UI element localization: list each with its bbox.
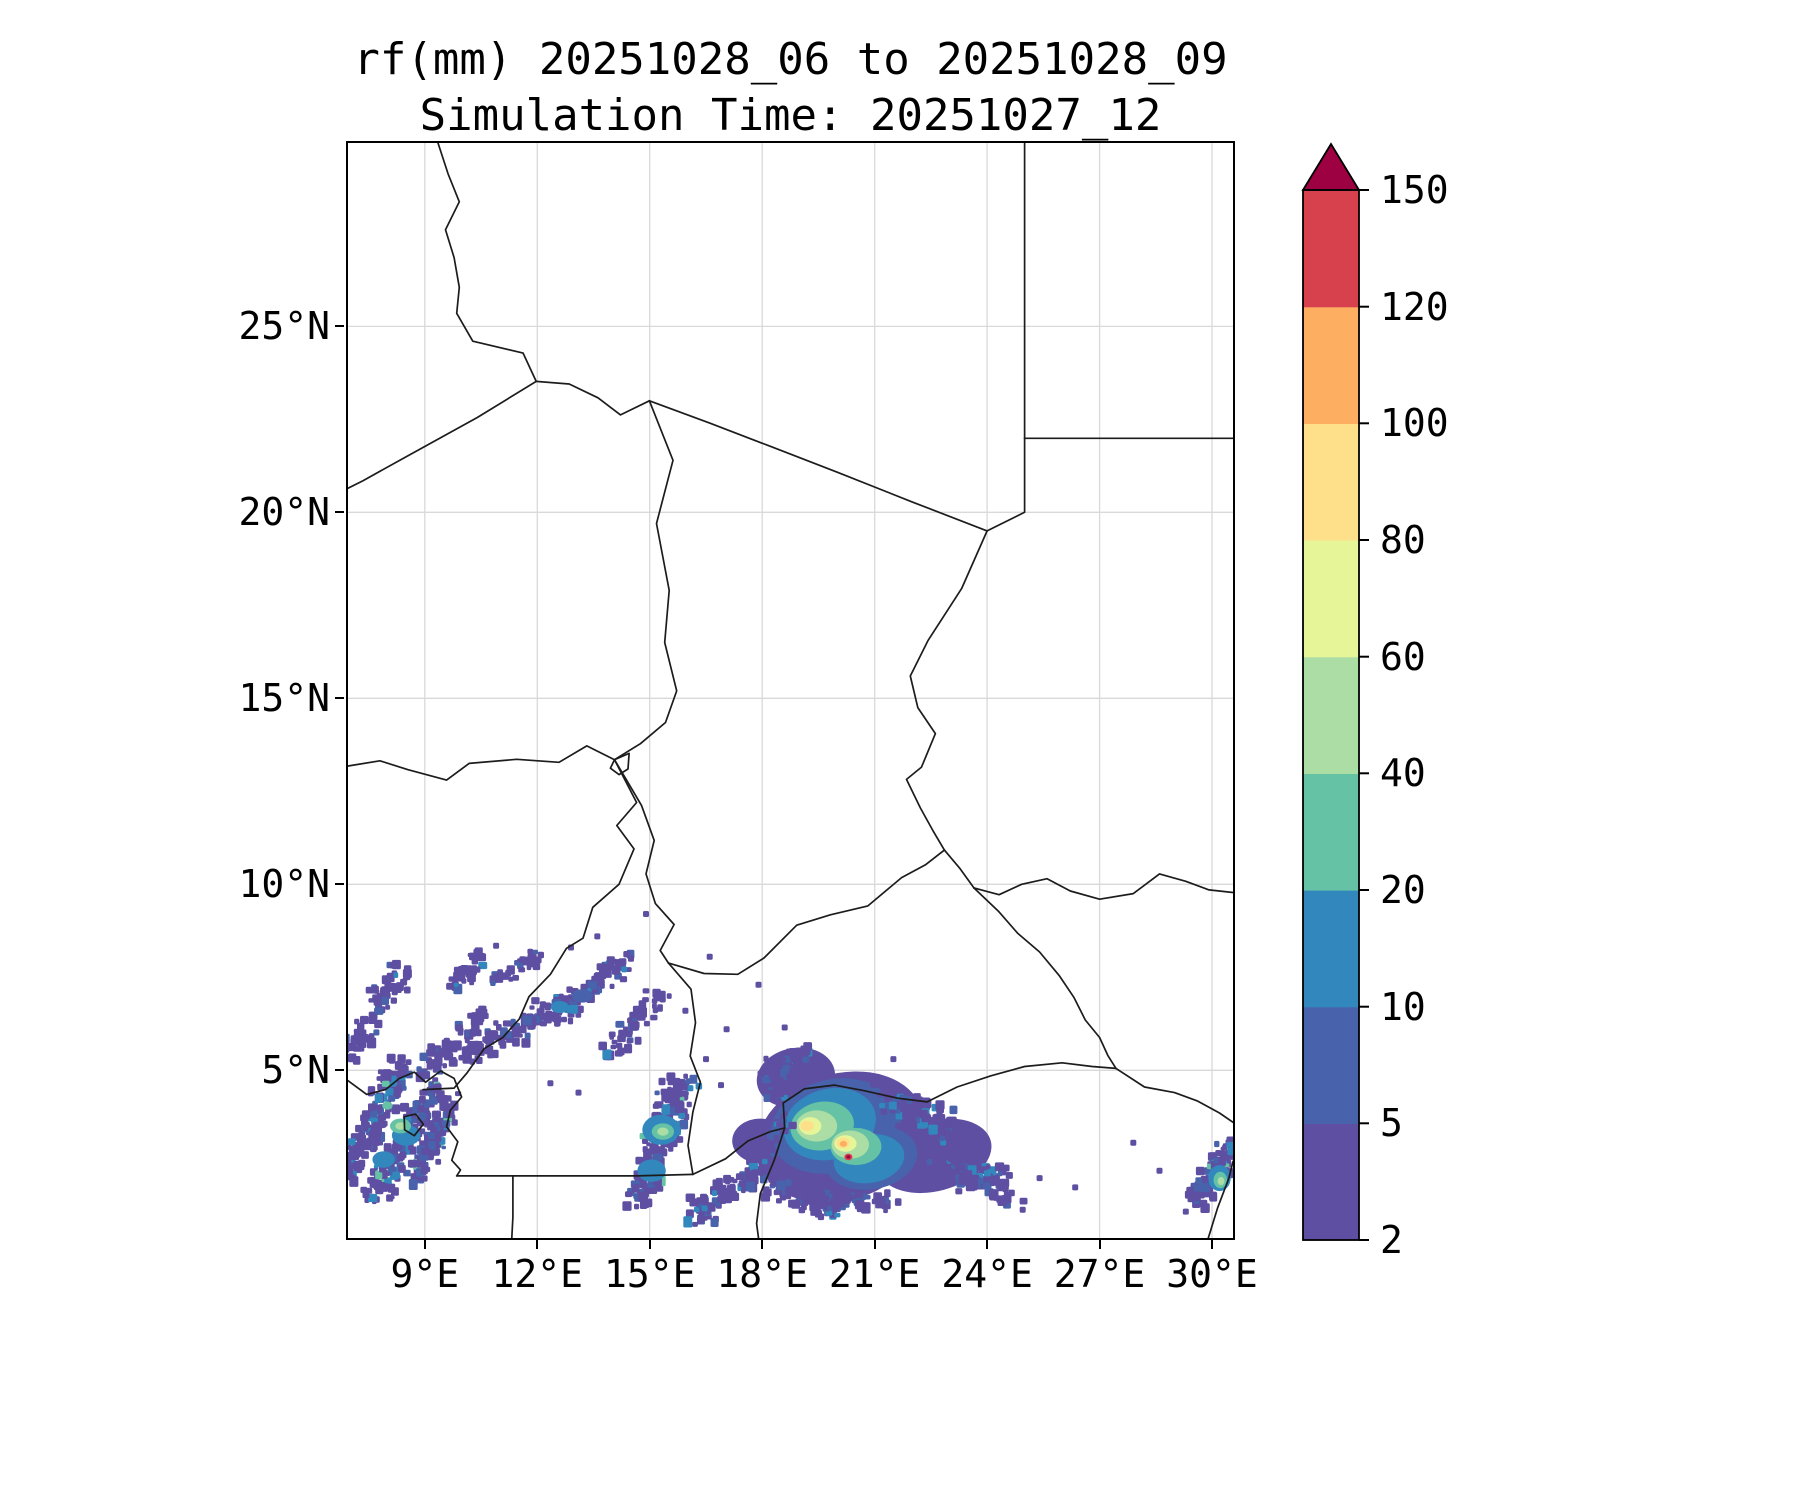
border-ss_cd [1115, 1067, 1233, 1124]
colorbar-segment [1303, 1123, 1359, 1241]
border-ng_cm [422, 758, 638, 1091]
border-cf_cd_e [782, 1061, 1117, 1129]
colorbar-tick-label: 100 [1380, 401, 1449, 446]
x-tick-mark [986, 1240, 989, 1249]
y-tick-label: 5°N [261, 1048, 330, 1093]
x-tick-label: 12°E [491, 1252, 584, 1296]
border-sd_ss [973, 873, 1233, 901]
y-tick-label: 15°N [238, 676, 330, 721]
colorbar-outline [1302, 189, 1360, 1241]
border-td_cm [613, 758, 675, 964]
y-tick-mark [335, 325, 344, 328]
border-ug_cd [1207, 1160, 1233, 1238]
x-tick-label: 27°E [1053, 1252, 1146, 1296]
colorbar-segment [1303, 773, 1359, 891]
colorbar-segment [1303, 1006, 1359, 1124]
border-cf_cm [667, 962, 702, 1176]
border-ne_ng [348, 745, 616, 781]
rainfall-layer [348, 911, 1233, 1228]
x-tick-label: 30°E [1166, 1252, 1258, 1296]
country-borders [348, 143, 1233, 1238]
plot-title: rf(mm) 20251028_06 to 20251028_09 [353, 34, 1228, 85]
y-tick-mark [335, 697, 344, 700]
border-ubangi [755, 1127, 786, 1238]
border-dz_ly [437, 143, 538, 383]
x-tick-label: 21°E [828, 1252, 921, 1296]
y-tick-label: 10°N [238, 862, 330, 907]
border-ly_td [648, 399, 988, 532]
border-cm_s [455, 1173, 694, 1177]
x-tick-label: 15°E [603, 1252, 696, 1296]
border-lake_chad [609, 752, 630, 776]
colorbar-tick-label: 5 [1380, 1101, 1403, 1146]
x-tick-mark [761, 1240, 764, 1249]
colorbar-tick-label: 20 [1380, 868, 1426, 912]
x-tick-label: 18°E [716, 1252, 808, 1296]
border-td_cf [667, 849, 946, 976]
border-gq_e [510, 1175, 514, 1238]
x-tick-mark [873, 1240, 876, 1249]
y-tick-label: 25°N [238, 304, 330, 349]
x-tick-mark [536, 1240, 539, 1249]
y-tick-mark [335, 511, 344, 514]
y-tick-mark [335, 1069, 344, 1072]
x-tick-mark [1211, 1240, 1213, 1249]
colorbar-segment [1303, 423, 1359, 541]
colorbar-segment [1303, 890, 1359, 1008]
border-ne_ly [535, 380, 651, 416]
colorbar-tick-label: 2 [1380, 1218, 1403, 1262]
colorbar-over-arrow [1301, 142, 1361, 191]
border-ne_td [613, 399, 678, 761]
x-tick-mark [423, 1240, 426, 1249]
y-tick-mark [335, 883, 344, 886]
border-td_sd [905, 530, 988, 851]
border-bioko [403, 1113, 425, 1137]
border-cf_sd [943, 849, 975, 889]
map-canvas [348, 143, 1233, 1238]
map-axes-frame [346, 141, 1235, 1240]
x-tick-mark [648, 1240, 651, 1249]
colorbar [1301, 142, 1369, 1241]
x-tick-label: 24°E [941, 1252, 1033, 1296]
colorbar-segment [1303, 656, 1359, 774]
x-tick-mark [1098, 1240, 1101, 1249]
colorbar-tick-label: 80 [1380, 518, 1426, 562]
plot-subtitle: Simulation Time: 20251027_12 [419, 90, 1162, 141]
colorbar-segment [1303, 190, 1359, 308]
colorbar-segment [1303, 540, 1359, 658]
border-dz_ne [348, 380, 538, 490]
border-ly_sd [986, 437, 1026, 532]
colorbar-tick-label: 150 [1380, 168, 1449, 212]
colorbar-tick-label: 60 [1380, 634, 1426, 679]
y-tick-label: 20°N [238, 490, 330, 535]
colorbar-tick-label: 40 [1380, 751, 1426, 796]
colorbar-tick-label: 10 [1380, 984, 1426, 1029]
colorbar-tick-label: 120 [1380, 284, 1449, 329]
x-tick-label: 9°E [390, 1252, 460, 1296]
border-coast [348, 1070, 463, 1177]
colorbar-segment [1303, 306, 1359, 424]
border-cf_cd_w [692, 1127, 786, 1176]
border-cf_ss [973, 887, 1117, 1070]
